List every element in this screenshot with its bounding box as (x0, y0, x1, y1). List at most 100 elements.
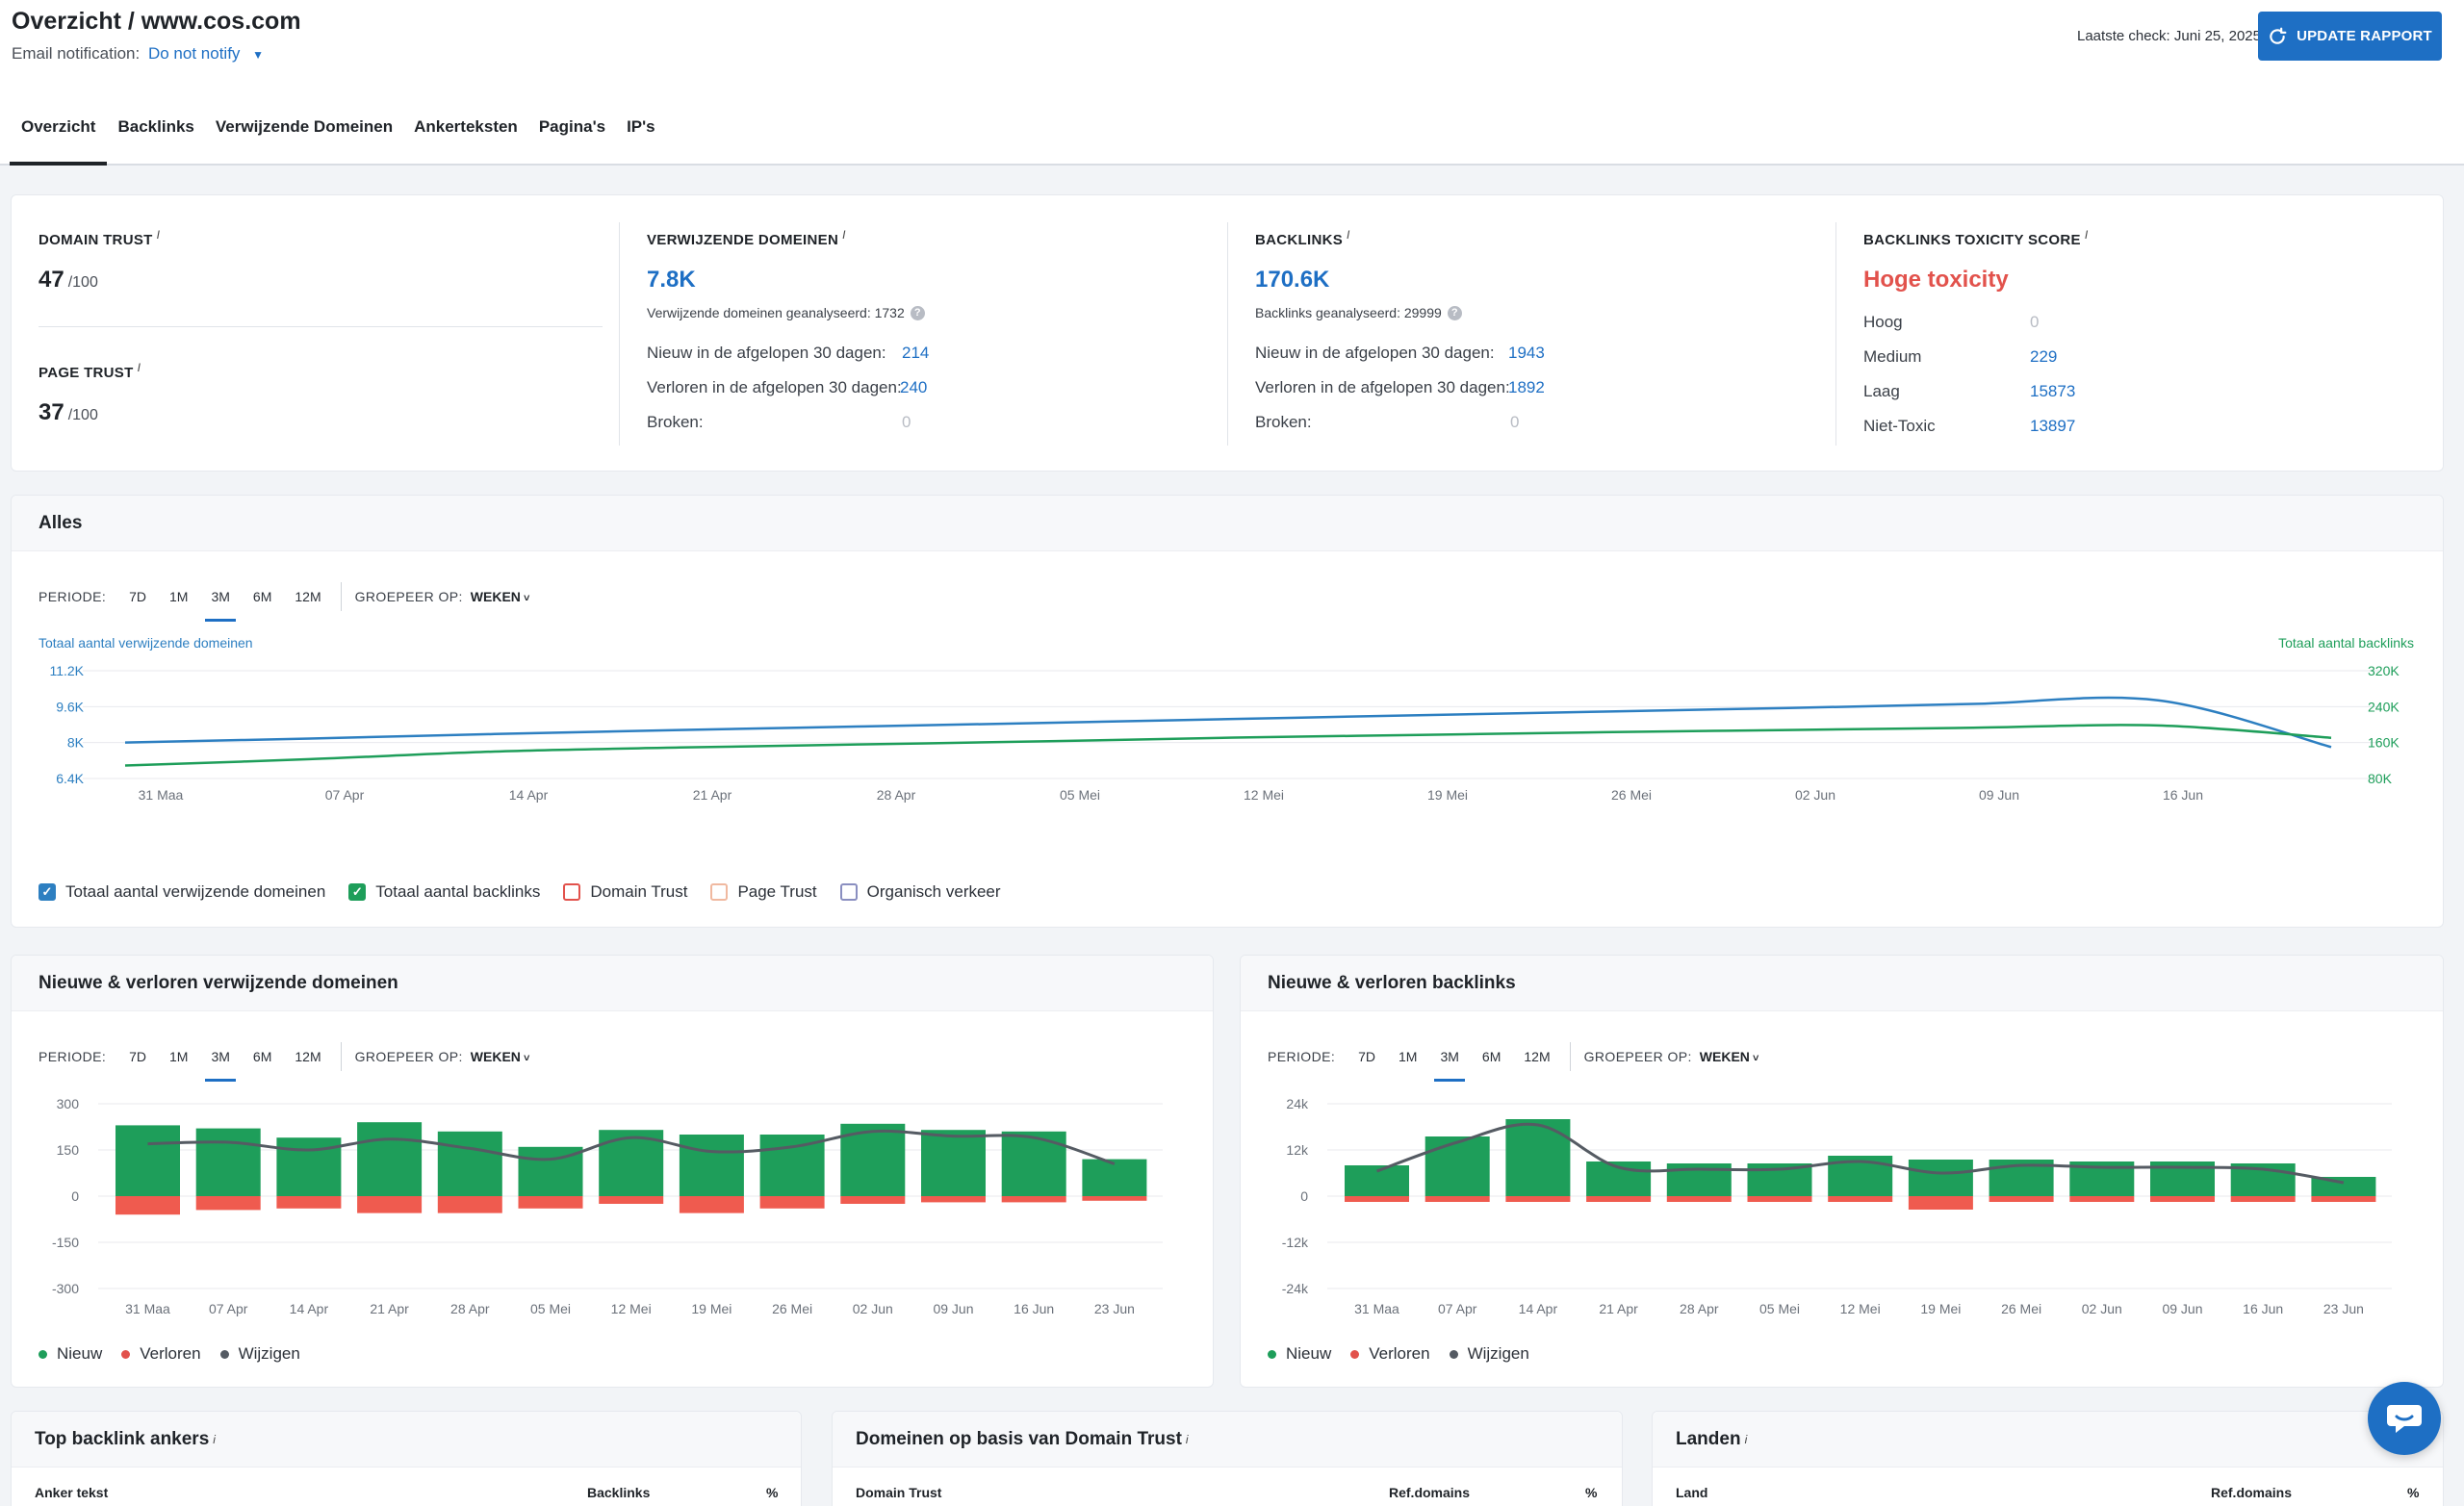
x-tick-label: 07 Apr (209, 1301, 248, 1316)
right-tick-label: 320K (2368, 663, 2400, 678)
referring-domains-value[interactable]: 7.8K (647, 267, 696, 293)
referring-new-value[interactable]: 214 (902, 344, 930, 362)
bar-lost (437, 1196, 502, 1213)
group-by-dropdown[interactable]: WEKEN (471, 1049, 530, 1064)
legend-toggle[interactable]: Organisch verkeer (839, 882, 1001, 902)
toxicity-low-row: Laag 15873 (1863, 382, 2076, 400)
legend-toggle[interactable]: Domain Trust (563, 882, 687, 902)
chat-button[interactable] (2368, 1382, 2441, 1455)
period-3m[interactable]: 3M (1428, 1049, 1470, 1082)
domain-trust-card-title: Domeinen op basis van Domain Trust i (833, 1412, 1622, 1468)
col-percent[interactable]: % (766, 1485, 779, 1500)
period-7d[interactable]: 7D (1358, 1049, 1376, 1064)
referring-lost-value[interactable]: 240 (900, 378, 928, 396)
legend-toggle[interactable]: Page Trust (710, 882, 817, 902)
backlinks-column: BACKLINKS i 170.6K Backlinks geanalyseerd… (1228, 195, 1835, 472)
period-7d[interactable]: 7D (129, 589, 147, 604)
period-3m[interactable]: 3M (199, 1049, 241, 1082)
legend-item[interactable]: Verloren (1350, 1344, 1430, 1364)
period-selector: PERIODE: 7D 1M 3M 6M 12M GROEPEER OP: WE… (1268, 1042, 1759, 1082)
legend-label: Domain Trust (590, 882, 688, 901)
alles-title: Alles (12, 496, 2443, 551)
col-domain-trust[interactable]: Domain Trust (856, 1485, 942, 1500)
period-3m[interactable]: 3M (199, 589, 241, 622)
period-12m[interactable]: 12M (295, 1049, 321, 1064)
backlinks-value[interactable]: 170.6K (1255, 267, 1330, 293)
bar-new (1082, 1159, 1147, 1196)
group-by-dropdown[interactable]: WEKEN (471, 589, 530, 604)
domain-trust-label: DOMAIN TRUST i (38, 228, 161, 248)
legend-item[interactable]: Nieuw (38, 1344, 102, 1364)
x-tick-label: 28 Apr (1680, 1301, 1719, 1316)
legend-item[interactable]: Verloren (121, 1344, 201, 1364)
x-tick-label: 05 Mei (530, 1301, 571, 1316)
x-tick-label: 14 Apr (1519, 1301, 1558, 1316)
col-ref-domains[interactable]: Ref.domains (2211, 1485, 2293, 1500)
period-1m[interactable]: 1M (169, 589, 189, 604)
help-icon[interactable]: ? (910, 305, 925, 320)
bar-new (921, 1130, 986, 1196)
bar-lost (1001, 1196, 1066, 1203)
col-backlinks[interactable]: Backlinks (587, 1485, 651, 1500)
tab-backlinks[interactable]: Backlinks (117, 117, 194, 136)
help-icon[interactable]: ? (1447, 305, 1462, 320)
last-check-label: Laatste check: Juni 25, 2025 (2077, 28, 2261, 44)
group-by-dropdown[interactable]: WEKEN (1700, 1049, 1759, 1064)
period-7d[interactable]: 7D (129, 1049, 147, 1064)
period-1m[interactable]: 1M (169, 1049, 189, 1064)
countries-card: Landen i Land Ref.domains % (1652, 1411, 2444, 1506)
x-tick-label: 23 Jun (1094, 1301, 1135, 1316)
y-tick-label: -300 (52, 1281, 79, 1296)
x-tick-label: 28 Apr (877, 787, 916, 803)
bar-new (759, 1135, 825, 1196)
domain-trust-card: Domeinen op basis van Domain Trust i Doma… (832, 1411, 1623, 1506)
referring-broken-value: 0 (902, 413, 911, 431)
col-percent[interactable]: % (1585, 1485, 1598, 1500)
legend-toggle[interactable]: ✓ Totaal aantal backlinks (348, 882, 540, 902)
tab-ips[interactable]: IP's (627, 117, 655, 136)
backlinks-bar-title: Nieuwe & verloren backlinks (1241, 956, 2443, 1011)
right-axis-title: Totaal aantal backlinks (2278, 635, 2414, 651)
period-12m[interactable]: 12M (295, 589, 321, 604)
column-divider (1835, 222, 1836, 446)
backlinks-lost-value[interactable]: 1892 (1508, 378, 1545, 396)
toxicity-medium-value[interactable]: 229 (2030, 347, 2058, 366)
bar-new (1908, 1160, 1973, 1196)
email-notification-dropdown[interactable]: Do not notify (147, 44, 241, 63)
x-tick-label: 05 Mei (1060, 787, 1100, 803)
legend-item[interactable]: Wijzigen (219, 1344, 300, 1364)
top-anchors-title: Top backlink ankers i (12, 1412, 801, 1468)
x-tick-label: 23 Jun (2323, 1301, 2364, 1316)
x-tick-label: 31 Maa (1354, 1301, 1399, 1316)
x-tick-label: 02 Jun (853, 1301, 893, 1316)
tab-verwijzende-domeinen[interactable]: Verwijzende Domeinen (215, 117, 394, 136)
bar-lost (679, 1196, 744, 1213)
summary-card: DOMAIN TRUST i 47/100 PAGE TRUST i 37/100 … (11, 194, 2444, 472)
col-ref-domains[interactable]: Ref.domains (1389, 1485, 1471, 1500)
tab-overzicht[interactable]: Overzicht (10, 108, 108, 166)
update-report-button[interactable]: UPDATE RAPPORT (2258, 12, 2442, 61)
page-title: Overzicht / www.cos.com (12, 8, 301, 35)
legend-toggle[interactable]: ✓ Totaal aantal verwijzende domeinen (38, 882, 325, 902)
toxicity-low-value[interactable]: 15873 (2030, 382, 2076, 400)
toxicity-label: BACKLINKS TOXICITY SCORE i (1863, 228, 2089, 248)
backlinks-new-value[interactable]: 1943 (1508, 344, 1545, 362)
legend-item[interactable]: Wijzigen (1449, 1344, 1529, 1364)
referring-domains-note: Verwijzende domeinen geanalyseerd: 1732? (647, 305, 925, 320)
tab-paginas[interactable]: Pagina's (538, 117, 606, 136)
legend-item[interactable]: Nieuw (1268, 1344, 1331, 1364)
toxicity-none-value[interactable]: 13897 (2030, 417, 2076, 435)
period-1m[interactable]: 1M (1399, 1049, 1418, 1064)
col-anchor-text[interactable]: Anker tekst (35, 1485, 109, 1500)
bar-lost (1828, 1196, 1893, 1202)
col-percent[interactable]: % (2407, 1485, 2420, 1500)
update-report-label: UPDATE RAPPORT (2297, 28, 2432, 44)
tab-ankerteksten[interactable]: Ankerteksten (414, 117, 518, 136)
caret-down-icon[interactable]: ▼ (252, 48, 265, 62)
period-6m[interactable]: 6M (1481, 1049, 1502, 1064)
legend-label: Page Trust (737, 882, 817, 901)
col-country[interactable]: Land (1676, 1485, 1708, 1500)
period-6m[interactable]: 6M (252, 589, 272, 604)
period-6m[interactable]: 6M (252, 1049, 272, 1064)
period-12m[interactable]: 12M (1524, 1049, 1551, 1064)
